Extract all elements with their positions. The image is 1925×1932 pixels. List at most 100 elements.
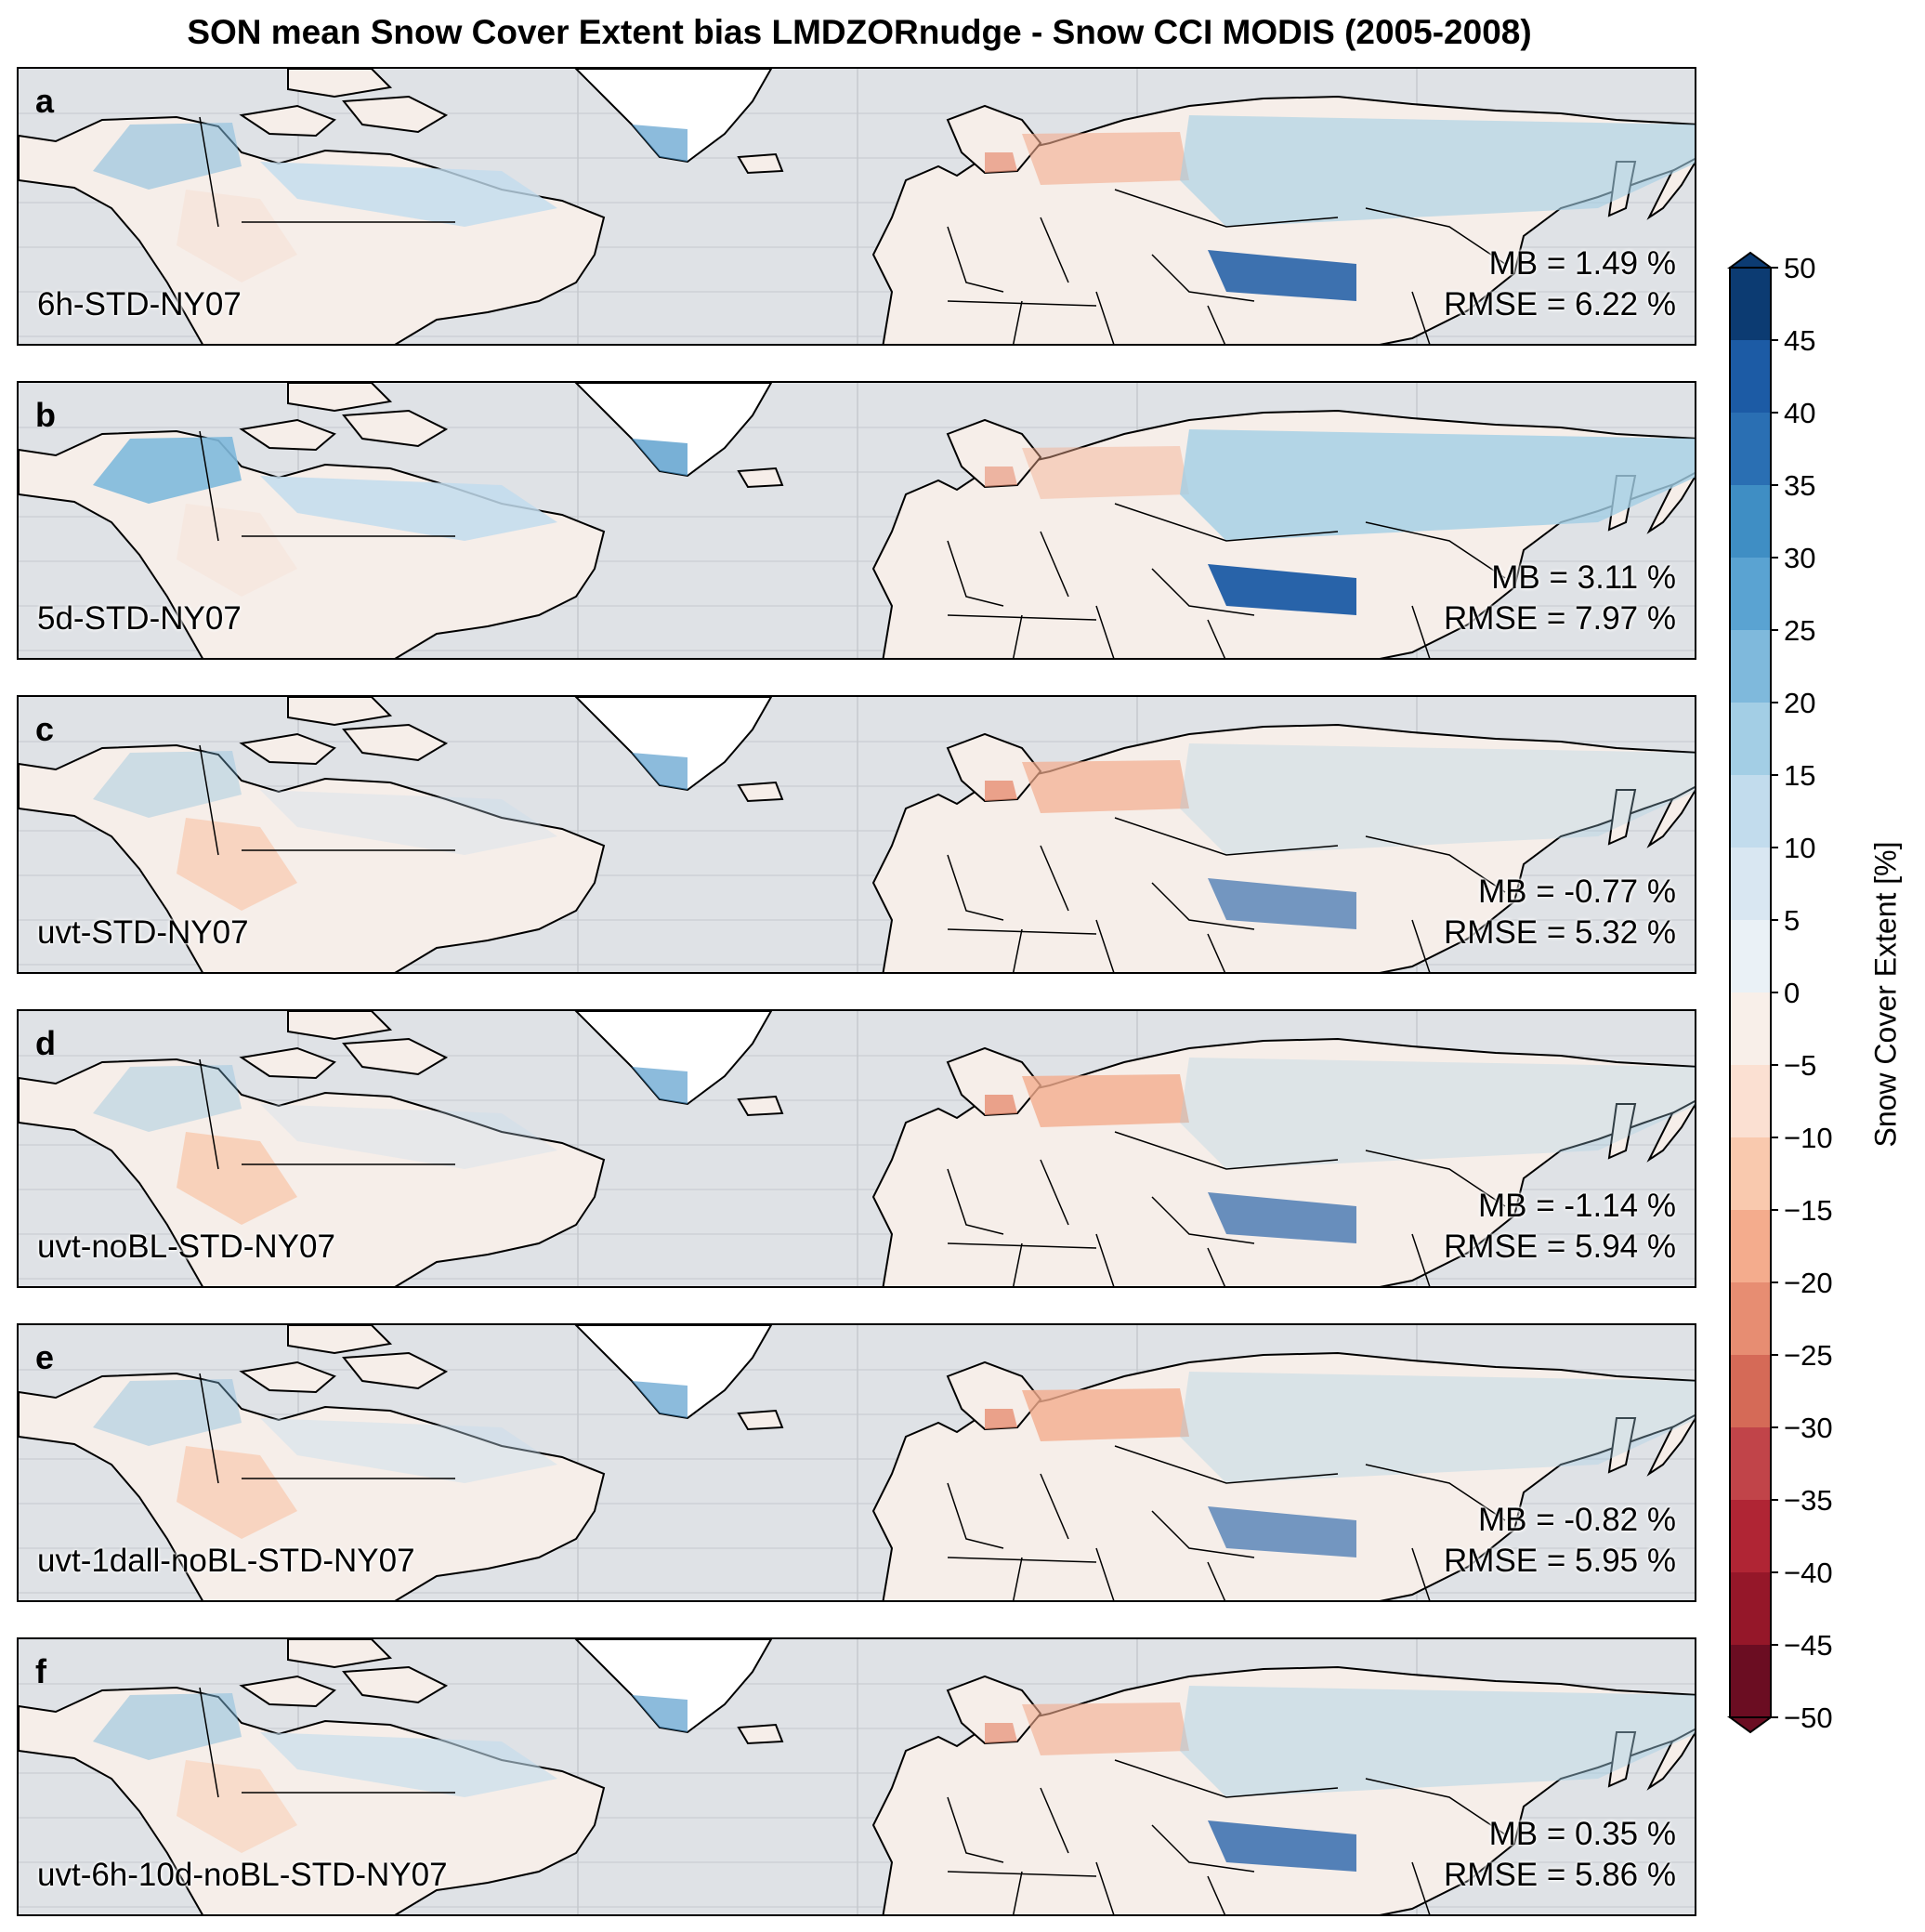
colorbar-segment	[1730, 920, 1771, 992]
landmass-arctic1	[239, 1046, 336, 1080]
landmass-arctic3	[287, 1325, 393, 1355]
landmass-sakhalin	[1607, 789, 1637, 846]
country-border	[1013, 1557, 1023, 1600]
colorbar-segment	[1730, 340, 1771, 413]
colorbar-segment	[1730, 268, 1771, 340]
landmass-arctic3	[287, 383, 393, 413]
landmass-arctic1	[239, 104, 336, 138]
panel-letter: c	[35, 710, 55, 748]
country-border	[1411, 1861, 1431, 1914]
country-border	[1207, 619, 1226, 658]
map-panel-c: c uvt-STD-NY07 MB = -0.77 % RMSE = 5.32 %	[17, 695, 1696, 974]
country-border	[1095, 919, 1115, 972]
bias-region	[177, 1760, 297, 1853]
bias-region	[1022, 132, 1189, 185]
landmass-arctic2	[342, 723, 449, 762]
stats-box: MB = 3.11 % RMSE = 7.97 %	[1444, 558, 1676, 639]
map-panel-e: e uvt-1dall-noBL-STD-NY07 MB = -0.82 % RMSE…	[17, 1323, 1696, 1602]
country-border	[1095, 1547, 1115, 1600]
colorbar-tick-label: −10	[1784, 1122, 1833, 1154]
bias-region	[985, 152, 1017, 173]
landmass-northAmerica	[19, 1372, 606, 1600]
colorbar-segment	[1730, 1572, 1771, 1645]
country-border	[1040, 1787, 1069, 1854]
bias-region	[1208, 1820, 1356, 1872]
bias-region	[177, 190, 297, 283]
country-border	[1114, 189, 1339, 228]
bias-region	[985, 1723, 1017, 1743]
colorbar-tick-label: 20	[1784, 687, 1815, 719]
country-border	[199, 1058, 219, 1170]
country-border	[1151, 882, 1255, 930]
country-border	[1114, 1445, 1339, 1484]
bias-region	[1022, 1074, 1189, 1127]
country-border	[1207, 933, 1226, 972]
mean-bias: MB = -1.14 %	[1477, 1188, 1676, 1224]
colorbar-segment	[1730, 848, 1771, 920]
landmass-kamchatka	[1646, 1414, 1695, 1477]
bias-region	[260, 162, 557, 227]
colorbar-tick-label: −15	[1784, 1194, 1833, 1227]
country-border	[1151, 1824, 1255, 1873]
country-border	[1040, 845, 1069, 912]
map-panel-d: d uvt-noBL-STD-NY07 MB = -1.14 % RMSE = 5.9…	[17, 1009, 1696, 1288]
bias-region	[632, 125, 688, 162]
country-border	[1207, 1561, 1226, 1600]
colorbar-segment	[1730, 775, 1771, 848]
country-border	[1095, 1233, 1115, 1286]
panel-letter: b	[35, 396, 56, 434]
colorbar-segment	[1730, 703, 1771, 775]
mean-bias: MB = 1.49 %	[1488, 245, 1676, 282]
bias-region	[177, 818, 297, 911]
figure-title: SON mean Snow Cover Extent bias LMDZORnu…	[187, 13, 1532, 51]
bias-region	[93, 123, 242, 190]
colorbar-tick-label: 0	[1784, 977, 1800, 1009]
snow-bias-map	[19, 1011, 1695, 1286]
bias-region	[632, 439, 688, 476]
colorbar-tick-label: 15	[1784, 759, 1815, 792]
colorbar-tick-label: −45	[1784, 1629, 1833, 1662]
colorbar-segment	[1730, 1282, 1771, 1355]
bias-region	[93, 437, 242, 504]
country-border	[199, 430, 219, 542]
panel-letter: d	[35, 1024, 56, 1062]
colorbar-segment	[1730, 1065, 1771, 1137]
country-border	[1095, 1861, 1115, 1914]
landmass-scandinavia	[946, 732, 1042, 803]
landmass-arctic1	[239, 1675, 336, 1708]
run-name: 6h-STD-NY07	[37, 286, 242, 322]
country-border	[1114, 1131, 1339, 1170]
country-border	[1013, 1871, 1023, 1914]
bias-region	[1022, 1702, 1189, 1755]
bias-region	[1208, 250, 1356, 301]
country-border	[947, 1796, 1004, 1863]
country-border	[947, 1168, 1004, 1235]
landmass-northAmerica	[19, 743, 606, 972]
landmass-scandinavia	[946, 104, 1042, 175]
country-border	[947, 540, 1004, 607]
landmass-scandinavia	[946, 1675, 1042, 1745]
colorbar-segment	[1730, 1427, 1771, 1500]
landmass-sakhalin	[1607, 1103, 1637, 1160]
landmass-iceland	[737, 781, 784, 803]
bias-region	[1180, 1686, 1695, 1797]
colorbar-tick-label: 50	[1784, 252, 1815, 284]
stats-box: MB = -0.82 % RMSE = 5.95 %	[1444, 1500, 1676, 1582]
bias-region	[260, 790, 557, 855]
colorbar: 50454035302520151050−5−10−15−20−25−30−35…	[1726, 251, 1833, 1734]
country-border	[1365, 1778, 1506, 1835]
snow-bias-map	[19, 697, 1695, 972]
country-border	[1095, 605, 1115, 658]
landmass-iceland	[737, 152, 784, 175]
bias-region	[1208, 1192, 1356, 1243]
bias-region	[93, 1065, 242, 1132]
colorbar-segment	[1730, 1500, 1771, 1572]
bias-region	[260, 1104, 557, 1169]
country-border	[947, 1482, 1004, 1549]
landmass-arctic3	[287, 697, 393, 727]
map-panel-a: a 6h-STD-NY07 MB = 1.49 % RMSE = 6.22 %	[17, 67, 1696, 346]
map-panel-f: f uvt-6h-10d-noBL-STD-NY07 MB = 0.35 % RMSE…	[17, 1637, 1696, 1916]
rmse: RMSE = 6.22 %	[1444, 286, 1676, 322]
colorbar-tick-label: −30	[1784, 1412, 1833, 1444]
bias-region	[93, 1379, 242, 1446]
